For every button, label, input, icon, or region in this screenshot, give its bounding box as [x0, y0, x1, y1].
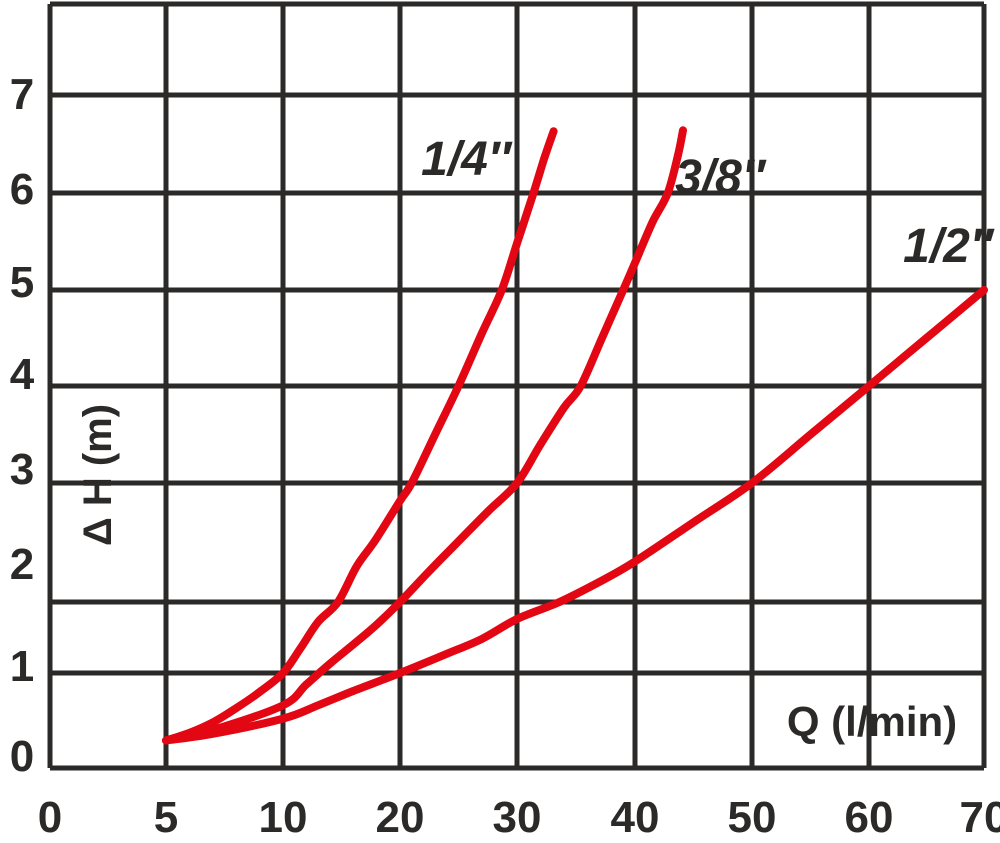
y-tick-label: 7: [9, 70, 35, 119]
x-tick-label: 0: [37, 793, 63, 842]
y-axis-title: Δ H (m): [76, 403, 120, 547]
y-tick-label: 4: [9, 350, 35, 399]
y-tick-label: 3: [9, 445, 35, 494]
x-tick-label: 50: [727, 793, 777, 842]
y-tick-label: 1: [9, 642, 35, 691]
grid-lines: [47, 1, 987, 771]
curve-quarter-inch: [162, 127, 558, 745]
y-tick-label: 6: [9, 165, 35, 214]
x-tick-label: 60: [844, 793, 894, 842]
x-tick-label: 10: [258, 793, 308, 842]
curve-label-quarter-inch: 1/4″: [421, 133, 511, 186]
curve-half-inch: [162, 286, 988, 745]
y-tick-label: 2: [9, 540, 35, 589]
curve-label-three-eighths-inch: 3/8″: [675, 151, 765, 204]
x-axis-title: Q (l/min): [786, 698, 958, 745]
x-tick-label: 70: [959, 793, 1000, 842]
curve-three-eighths-inch: [162, 126, 687, 745]
curve-label-half-inch: 1/2″: [903, 220, 993, 273]
x-tick-label: 20: [375, 793, 425, 842]
y-tick-label: 0: [9, 732, 35, 781]
y-tick-label: 5: [9, 258, 35, 307]
x-tick-label: 5: [153, 793, 179, 842]
x-tick-label: 40: [610, 793, 660, 842]
x-tick-label: 30: [492, 793, 542, 842]
